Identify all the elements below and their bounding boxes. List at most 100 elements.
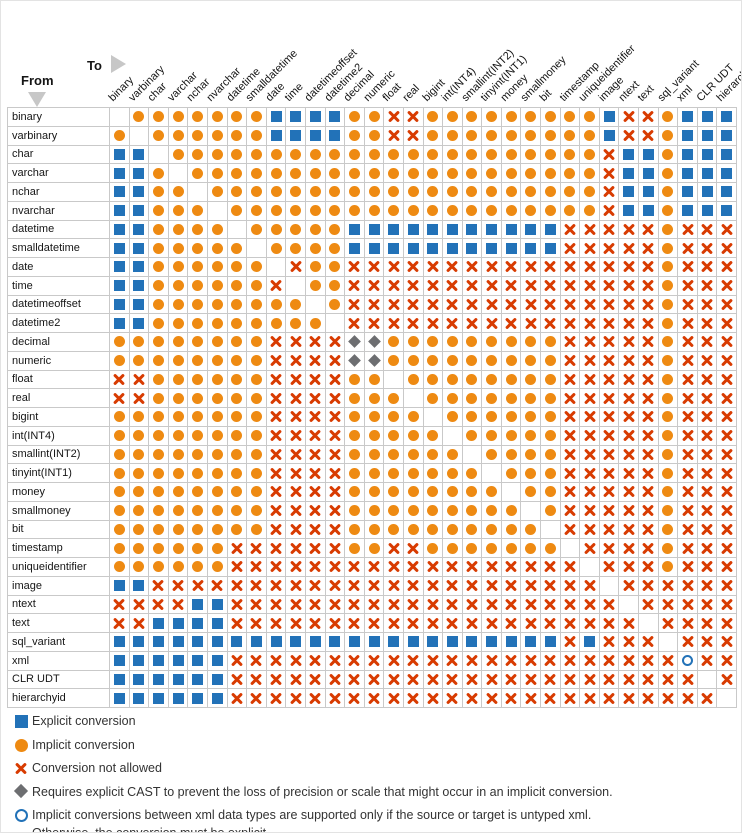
- matrix-cell: [521, 145, 542, 165]
- matrix-cell: [129, 483, 150, 502]
- implicit-circle-icon: [270, 298, 282, 310]
- matrix-cell: [599, 689, 620, 708]
- implicit-circle-icon: [192, 205, 204, 217]
- matrix-cell: [266, 220, 287, 240]
- matrix-cell: [423, 539, 444, 558]
- matrix-cell: [580, 501, 600, 521]
- legend-item-1: Implicit conversion: [15, 737, 731, 755]
- matrix-cell: [227, 464, 248, 483]
- matrix-cell: [599, 164, 620, 183]
- matrix-cell: [207, 220, 228, 240]
- not-allowed-x-icon: [309, 617, 321, 629]
- matrix-cell: [697, 689, 718, 708]
- matrix-cell: [364, 501, 385, 521]
- matrix-cell: [188, 539, 208, 558]
- row-header-sql-variant: sql_variant: [8, 633, 110, 652]
- matrix-cell: [619, 145, 640, 165]
- legend-label: Conversion not allowed: [32, 761, 162, 775]
- matrix-cell: [521, 670, 542, 690]
- implicit-circle-icon: [250, 205, 262, 217]
- not-allowed-x-icon: [466, 298, 478, 310]
- not-allowed-x-icon: [564, 298, 576, 310]
- matrix-cell: [678, 164, 698, 183]
- matrix-cell: [599, 539, 620, 558]
- matrix-cell: [149, 351, 169, 371]
- not-allowed-x-icon: [564, 336, 576, 348]
- not-allowed-x-icon: [427, 617, 439, 629]
- matrix-cell: [560, 389, 581, 408]
- implicit-circle-icon: [427, 148, 439, 160]
- row-header-real: real: [8, 389, 110, 408]
- implicit-circle-icon: [525, 355, 537, 367]
- matrix-cell: [678, 126, 698, 146]
- not-allowed-x-icon: [701, 523, 713, 535]
- implicit-circle-icon: [250, 448, 262, 460]
- matrix-cell: [403, 445, 424, 465]
- not-allowed-x-icon: [388, 298, 400, 310]
- explicit-square-icon: [172, 617, 184, 629]
- implicit-circle-icon: [368, 148, 380, 160]
- explicit-square-icon: [466, 223, 478, 235]
- implicit-circle-icon: [250, 523, 262, 535]
- matrix-cell: [560, 483, 581, 502]
- matrix-cell: [697, 314, 718, 333]
- matrix-cell: [619, 276, 640, 296]
- not-allowed-x-icon: [623, 448, 635, 460]
- not-allowed-x-icon: [505, 617, 517, 629]
- not-allowed-x-icon: [466, 561, 478, 573]
- matrix-cell: [403, 464, 424, 483]
- implicit-circle-icon: [172, 392, 184, 404]
- matrix-cell: [227, 164, 248, 183]
- explicit-square-icon: [133, 580, 145, 592]
- matrix-cell: [599, 595, 620, 615]
- not-allowed-x-icon: [486, 580, 498, 592]
- explicit-square-icon: [192, 598, 204, 610]
- matrix-cell: [658, 314, 679, 333]
- matrix-cell: [149, 445, 169, 465]
- matrix-cell: [129, 670, 150, 690]
- matrix-cell: [305, 370, 326, 390]
- implicit-circle-icon: [388, 205, 400, 217]
- matrix-cell: [168, 633, 189, 652]
- implicit-circle-icon: [466, 392, 478, 404]
- matrix-cell: [658, 576, 679, 596]
- implicit-circle-icon: [211, 111, 223, 123]
- matrix-cell: [443, 126, 463, 146]
- matrix-cell: [619, 614, 640, 633]
- matrix-cell: [423, 389, 444, 408]
- matrix-cell: [207, 539, 228, 558]
- matrix-cell: [717, 276, 737, 296]
- not-allowed-x-icon: [290, 598, 302, 610]
- matrix-cell: [580, 108, 600, 127]
- matrix-cell: [423, 558, 444, 577]
- explicit-square-icon: [427, 242, 439, 254]
- not-allowed-x-icon: [564, 261, 576, 273]
- matrix-cell: [658, 145, 679, 165]
- implicit-circle-icon: [662, 205, 674, 217]
- matrix-cell: [266, 126, 287, 146]
- matrix-cell: [345, 258, 365, 277]
- implicit-circle-icon: [427, 111, 439, 123]
- matrix-cell: [325, 220, 346, 240]
- implicit-circle-icon: [544, 336, 556, 348]
- not-allowed-x-icon: [113, 617, 125, 629]
- matrix-cell: [658, 520, 679, 540]
- explicit-square-icon: [407, 636, 419, 648]
- implicit-circle-icon: [329, 261, 341, 273]
- matrix-cell: [345, 576, 365, 596]
- matrix-cell: [345, 239, 365, 258]
- matrix-cell: [207, 314, 228, 333]
- implicit-circle-icon: [348, 467, 360, 479]
- not-allowed-x-icon: [368, 655, 380, 667]
- matrix-cell: [423, 614, 444, 633]
- matrix-cell: [599, 145, 620, 165]
- matrix-cell: [678, 689, 698, 708]
- matrix-cell: [403, 239, 424, 258]
- matrix-cell: [501, 164, 522, 183]
- implicit-circle-icon: [348, 505, 360, 517]
- explicit-square-icon: [211, 617, 223, 629]
- matrix-cell: [286, 520, 306, 540]
- matrix-cell: [697, 426, 718, 446]
- matrix-cell: [266, 614, 287, 633]
- matrix-cell: [129, 126, 150, 146]
